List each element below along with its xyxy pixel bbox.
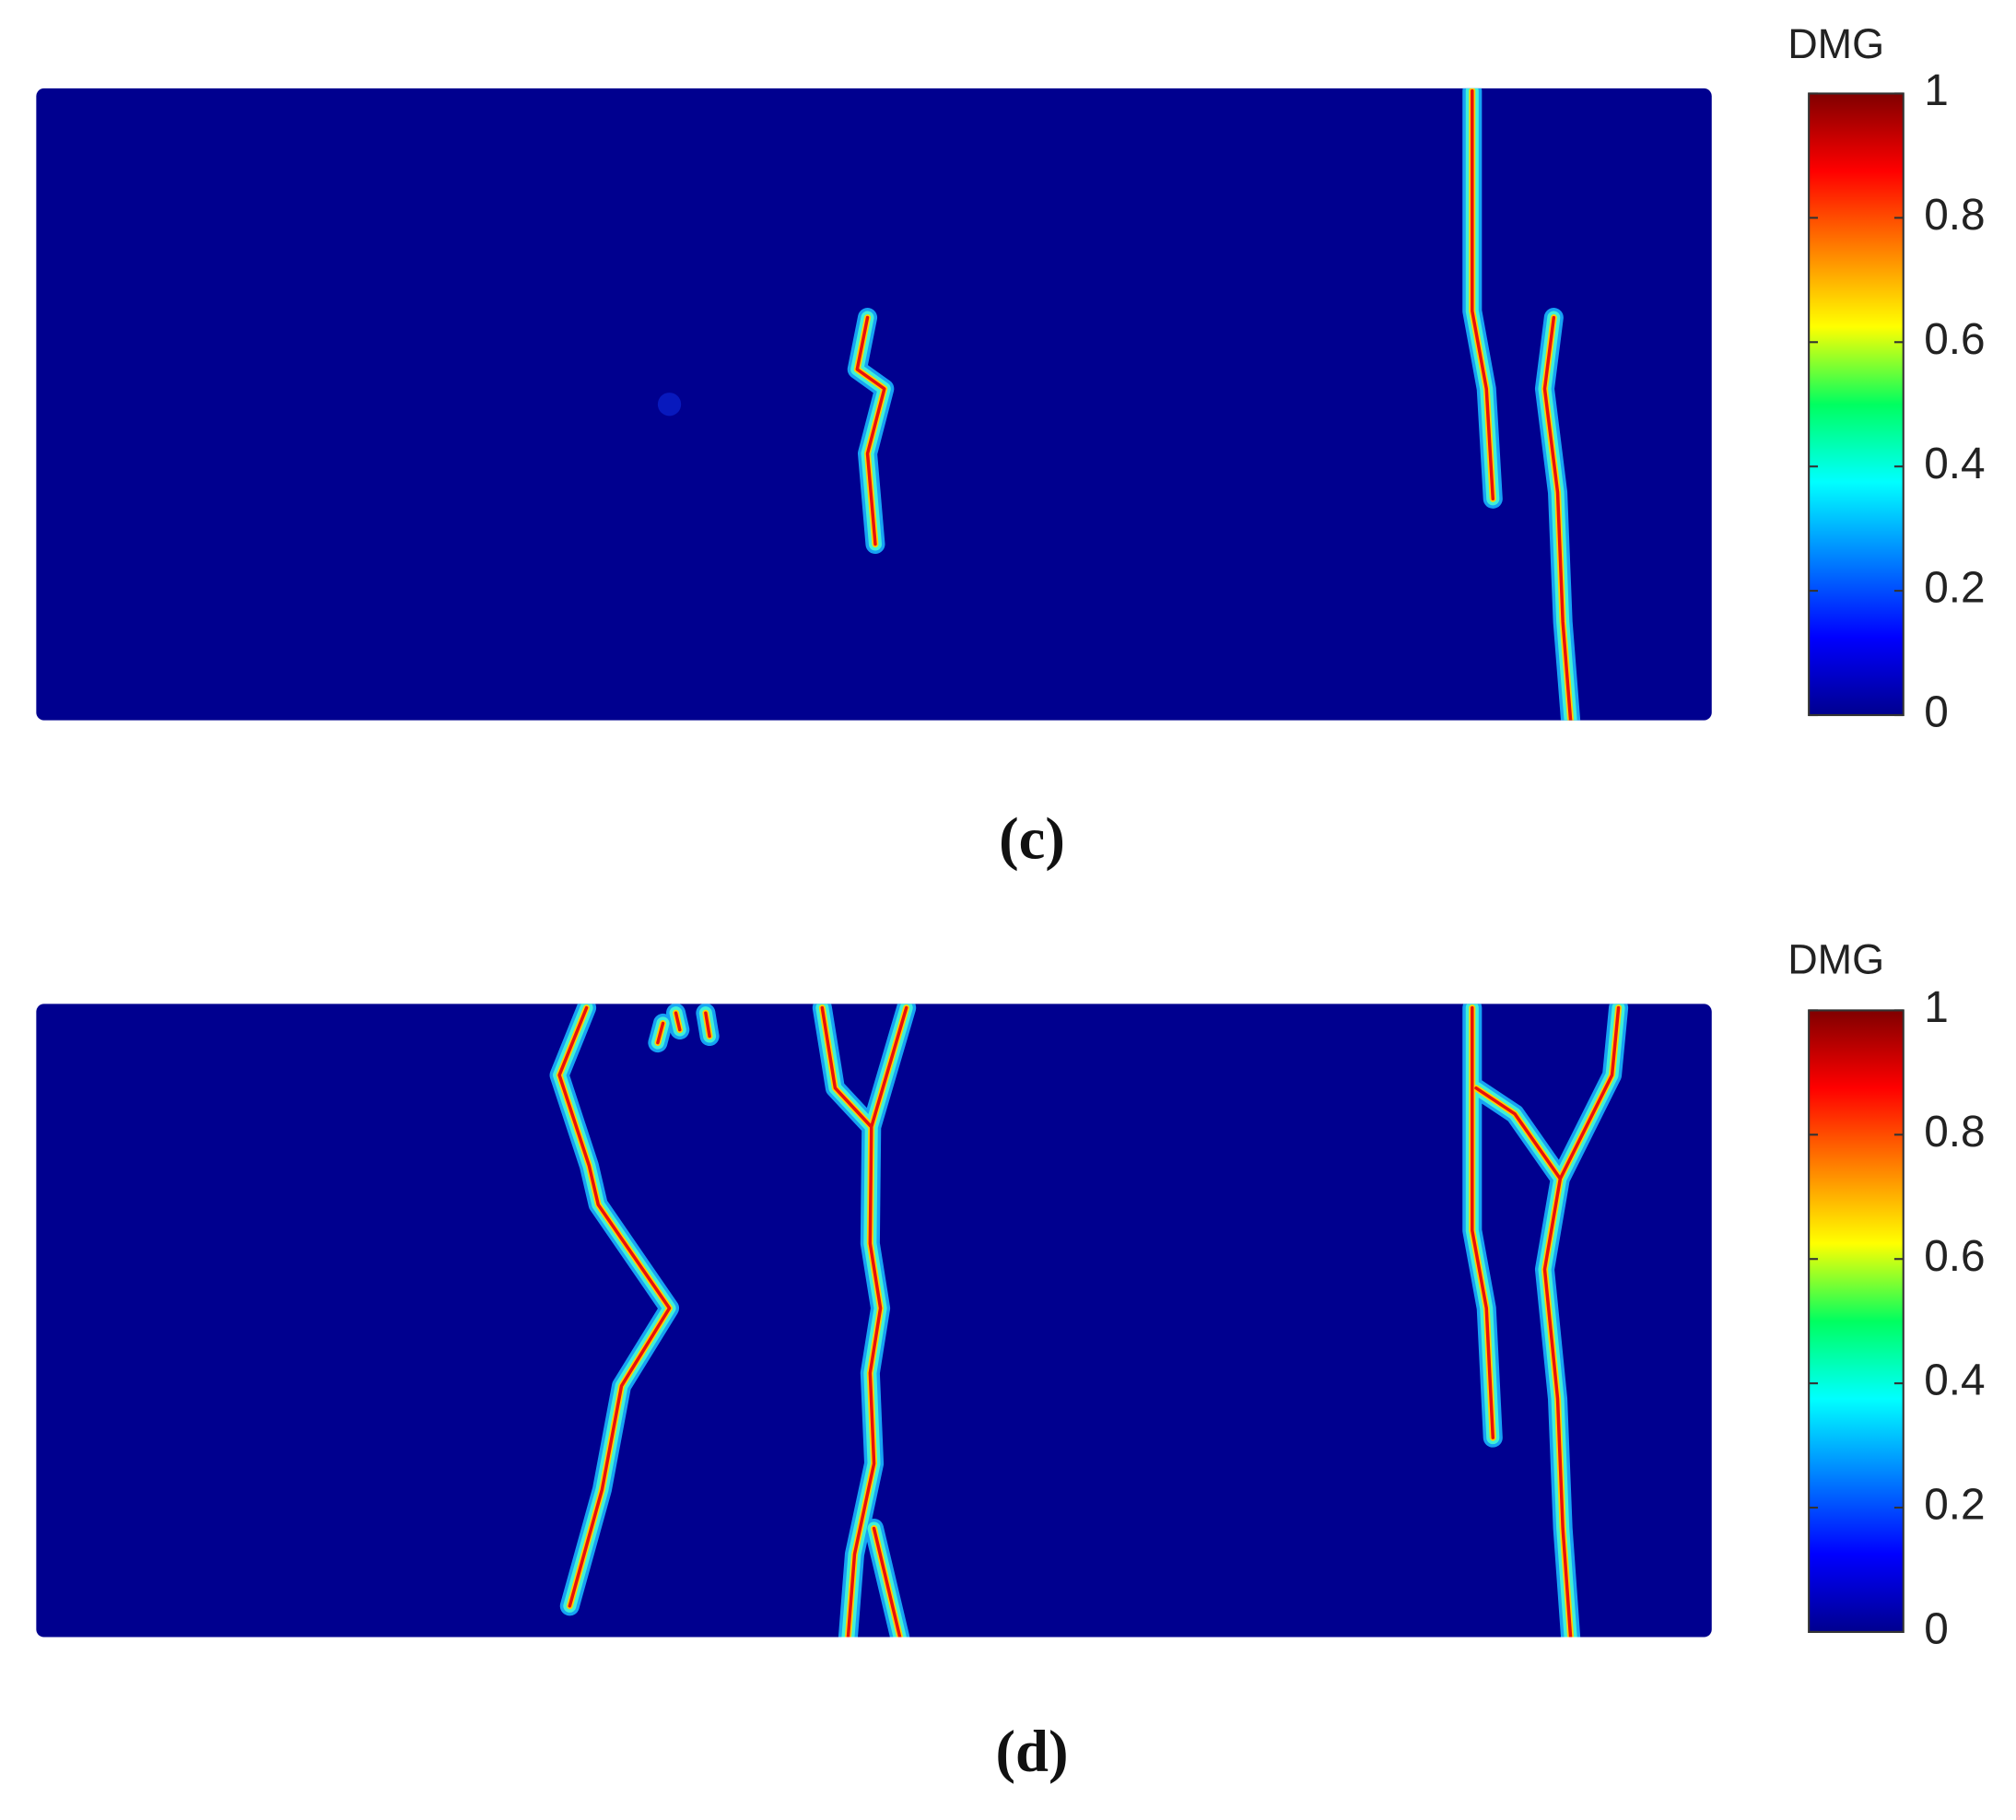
tick-label: 0.2	[1924, 1481, 1985, 1530]
tick-label: 1	[1924, 66, 1949, 115]
colorbar-title: DMG	[1787, 20, 1884, 67]
tick-label: 0.2	[1924, 564, 1985, 613]
panel-d: DMG (d)	[36, 935, 1905, 1784]
tick-label: 0	[1924, 1605, 1949, 1654]
tick-label: 0.4	[1924, 440, 1985, 488]
tick-label: 0.4	[1924, 1356, 1985, 1405]
colorbar-title: DMG	[1787, 935, 1884, 982]
tick-label: 0	[1924, 688, 1949, 737]
cracks	[657, 91, 1571, 721]
colorbar	[1808, 1009, 1905, 1633]
tick-label: 0.6	[1924, 1232, 1985, 1281]
panel-label: (d)	[996, 1718, 1069, 1784]
tick-label: 1	[1924, 983, 1949, 1032]
panel-label: (c)	[999, 804, 1065, 871]
tick-label: 0.8	[1924, 191, 1985, 240]
tick-label: 0.8	[1924, 1108, 1985, 1157]
panel-c: DMG (c)	[36, 20, 1905, 871]
colorbar	[1808, 92, 1905, 717]
tick-label: 0.6	[1924, 315, 1985, 364]
